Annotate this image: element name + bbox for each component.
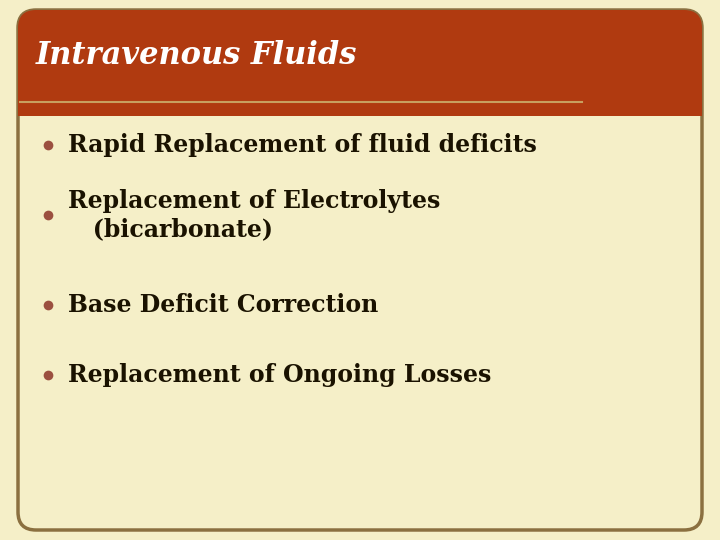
- Text: Intravenous Fluids: Intravenous Fluids: [36, 40, 357, 71]
- Bar: [18, 28, 702, 116]
- Text: Replacement of Ongoing Losses: Replacement of Ongoing Losses: [68, 363, 491, 387]
- Text: Replacement of Electrolytes
   (bicarbonate): Replacement of Electrolytes (bicarbonate…: [68, 188, 441, 241]
- FancyBboxPatch shape: [18, 10, 702, 116]
- Text: Base Deficit Correction: Base Deficit Correction: [68, 293, 378, 317]
- FancyBboxPatch shape: [18, 10, 702, 530]
- Text: Rapid Replacement of fluid deficits: Rapid Replacement of fluid deficits: [68, 133, 537, 157]
